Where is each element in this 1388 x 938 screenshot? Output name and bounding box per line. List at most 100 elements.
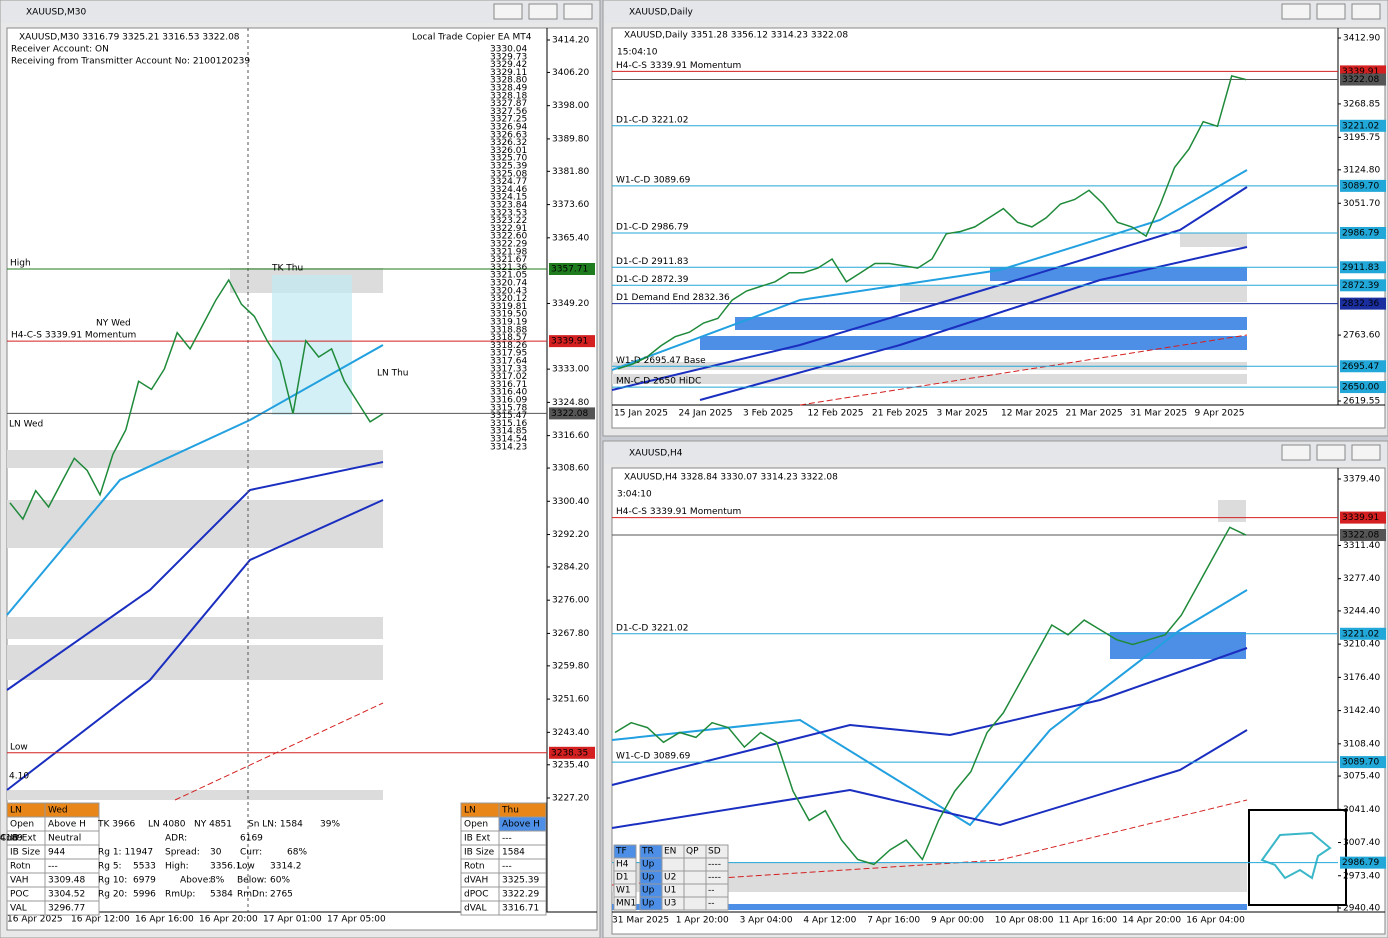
stat: 3356.1 <box>210 862 242 872</box>
ladder-price: 3327.25 <box>490 115 527 125</box>
price-tag <box>1340 179 1386 192</box>
price-tag-label: 2695.47 <box>1342 362 1379 372</box>
ladder-price: 3321.36 <box>490 263 527 273</box>
ladder-price: 3323.22 <box>490 216 527 226</box>
moving-average <box>611 729 1248 829</box>
price-tick-label: 3308.60 <box>552 464 589 474</box>
window-button[interactable] <box>1281 444 1311 461</box>
zone <box>612 374 1247 384</box>
panel-text: 3309.48 <box>48 876 85 886</box>
price-tag <box>1340 511 1386 524</box>
window-button[interactable] <box>1351 3 1381 20</box>
price-tag-label: 3238.35 <box>551 748 588 758</box>
ladder-price: 3327.56 <box>490 107 527 117</box>
stat: TK 3966 <box>97 820 135 830</box>
price-tick-label: 3075.40 <box>1343 772 1380 782</box>
price-tick-label: 3195.75 <box>1343 133 1380 143</box>
moving-average <box>611 589 1248 827</box>
trend-cell-text: Up <box>642 886 655 896</box>
chart-header: XAUUSD,Daily 3351.28 3356.12 3314.23 332… <box>624 31 848 41</box>
price-tag-label: 2650.00 <box>1342 383 1379 393</box>
ladder-price: 3320.74 <box>490 279 527 289</box>
price-tag <box>1340 226 1386 239</box>
stat: Above: <box>180 876 211 886</box>
ladder-price: 3318.88 <box>490 325 527 335</box>
panel-text: dPOC <box>464 890 489 900</box>
level-label: W1-C-D 3089.69 <box>616 752 691 762</box>
date-tick-label: 17 Apr 01:00 <box>263 915 322 925</box>
trend-cell-text: U2 <box>664 873 676 883</box>
price-tick-label: 3259.80 <box>552 661 589 671</box>
stat: ADR: <box>165 834 187 844</box>
window-button[interactable] <box>528 3 558 20</box>
zone <box>7 450 383 468</box>
price-tick-label: 3324.80 <box>552 398 589 408</box>
price-tick-label: 3108.40 <box>1343 739 1380 749</box>
moving-average <box>799 334 1248 406</box>
window-button[interactable] <box>1351 444 1381 461</box>
panel-text: 3296.77 <box>48 904 85 914</box>
price-tag <box>549 746 595 759</box>
annotation: TK Thu <box>271 264 303 274</box>
trend-cell <box>683 857 707 872</box>
window-button[interactable] <box>493 3 523 20</box>
price-tag-label: 3339.91 <box>1342 513 1379 523</box>
zone <box>7 790 383 800</box>
zone <box>735 317 1247 330</box>
zone <box>7 645 383 680</box>
price-tick-label: 3292.20 <box>552 530 589 540</box>
ladder-price: 3324.46 <box>490 185 527 195</box>
price-tick-label: 3284.20 <box>552 562 589 572</box>
moving-average <box>6 499 384 791</box>
ladder-price: 3319.81 <box>490 302 527 312</box>
date-tick-label: 15 Jan 2025 <box>614 409 668 419</box>
ladder-price: 3329.42 <box>490 60 527 70</box>
price-line <box>614 526 1247 866</box>
note: Receiving from Transmitter Account No: 2… <box>11 57 250 67</box>
plot-bg <box>611 27 1386 429</box>
price-tag <box>1340 360 1386 373</box>
date-tick-label: 16 Apr 16:00 <box>135 915 194 925</box>
panel-text: IB Ext <box>464 834 491 844</box>
price-tag-label: 2986.79 <box>1342 228 1379 238</box>
window-title: XAUUSD,M30 <box>26 8 86 18</box>
zone <box>272 275 352 415</box>
window-button[interactable] <box>563 3 593 20</box>
stat: 6169 <box>240 834 263 844</box>
stat: Rg 20: <box>98 890 127 900</box>
trend-cell <box>661 857 685 872</box>
ladder-price: 3326.63 <box>490 130 527 140</box>
price-tick-label: 3244.40 <box>1343 606 1380 616</box>
trend-cell-text: TR <box>641 847 654 857</box>
price-tag-label: 3357.71 <box>551 264 588 274</box>
ladder-price: 3320.12 <box>490 294 527 304</box>
ladder-price: 3325.39 <box>490 162 527 172</box>
trend-cell-text: W1 <box>616 886 631 896</box>
ladder-price: 3328.49 <box>490 84 527 94</box>
ea-name: Local Trade Copier EA MT4 <box>412 33 532 43</box>
ladder-price: 3317.02 <box>490 372 527 382</box>
level-label: MN-C-D 2650 HiDC <box>616 377 701 387</box>
window-button[interactable] <box>1316 3 1346 20</box>
window-button[interactable] <box>1316 444 1346 461</box>
logo <box>1248 809 1347 906</box>
trend-cell-text: U1 <box>664 886 676 896</box>
price-tag-label: 2832.36 <box>1342 299 1379 309</box>
price-tick-label: 3398.00 <box>552 101 589 111</box>
panel-text: --- <box>502 834 512 844</box>
stat: NY 4851 <box>194 820 232 830</box>
ladder-price: 3324.77 <box>490 177 527 187</box>
zone <box>990 267 1247 281</box>
trend-cell-text: D1 <box>616 873 629 883</box>
ladder-price: 3329.11 <box>490 68 527 78</box>
ladder-price: 3317.33 <box>490 364 527 374</box>
date-tick-label: 16 Apr 04:00 <box>1186 916 1245 926</box>
ladder-price: 3317.95 <box>490 349 527 359</box>
trend-cell-text: Up <box>642 899 655 909</box>
panel-text: VAL <box>10 904 27 914</box>
window-button[interactable] <box>1281 3 1311 20</box>
date-tick-label: 16 Apr 12:00 <box>71 915 130 925</box>
price-tick-label: 2619.55 <box>1343 397 1380 407</box>
stat: 39% <box>320 820 340 830</box>
ladder-price: 3327.87 <box>490 99 527 109</box>
